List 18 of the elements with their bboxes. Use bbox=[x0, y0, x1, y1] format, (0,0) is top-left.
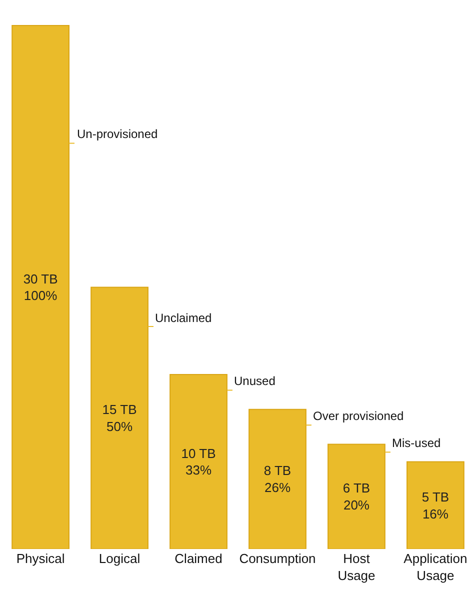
x-tick-label: Physical bbox=[16, 551, 65, 566]
x-tick-label: Host Usage bbox=[338, 551, 376, 583]
data-label: 5 TB 16% bbox=[422, 489, 450, 522]
data-label: 15 TB 50% bbox=[102, 402, 137, 434]
annotation: Un-provisioned bbox=[77, 127, 158, 141]
annotation: Mis-used bbox=[392, 436, 441, 450]
annotation: Unused bbox=[234, 374, 276, 388]
x-tick-label: Claimed bbox=[174, 551, 222, 566]
data-label: 10 TB 33% bbox=[181, 446, 216, 478]
data-label: 6 TB 20% bbox=[342, 480, 370, 513]
x-tick-label: Application Usage bbox=[404, 551, 468, 583]
data-label: 8 TB 26% bbox=[264, 463, 292, 496]
x-tick-label: Logical bbox=[98, 551, 140, 566]
x-tick-label: Consumption bbox=[239, 551, 316, 566]
annotation: Over provisioned bbox=[313, 409, 404, 423]
bar bbox=[406, 461, 464, 549]
annotation: Unclaimed bbox=[155, 311, 212, 325]
data-label: 30 TB 100% bbox=[23, 271, 58, 304]
